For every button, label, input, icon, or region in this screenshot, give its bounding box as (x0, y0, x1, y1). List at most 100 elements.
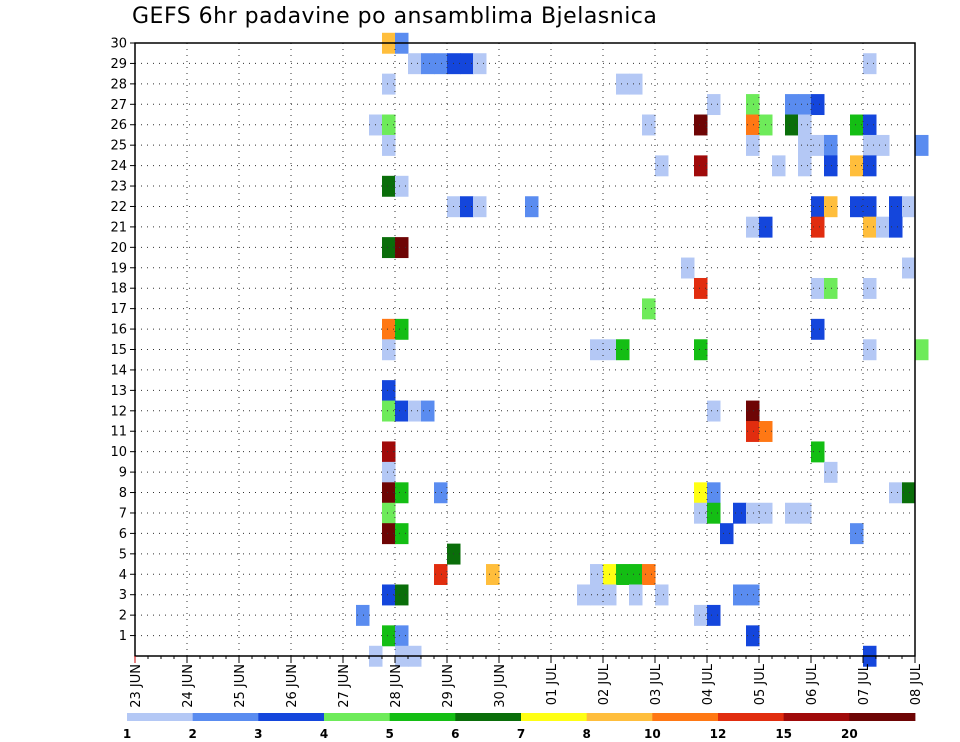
heatmap-cell (629, 584, 643, 606)
heatmap-cell (746, 114, 760, 136)
x-tick-label: 29 JUN (441, 664, 456, 708)
heatmap-cell (733, 502, 747, 524)
heatmap-cell (863, 155, 877, 177)
heatmap-cell (473, 196, 487, 218)
heatmap-cell (746, 502, 760, 524)
heatmap-cell (694, 482, 708, 504)
colorbar-label: 4 (320, 727, 328, 741)
heatmap-cell (824, 134, 838, 156)
heatmap-cell (694, 502, 708, 524)
heatmap-cell (850, 155, 864, 177)
heatmap-cell (824, 155, 838, 177)
x-axis: 23 JUN 24 JUN 25 JUN 26 JUN 27 JUN 28 JUN 29 J… (129, 656, 924, 708)
heatmap-cell (889, 196, 903, 218)
heatmap-cell (382, 584, 396, 606)
colorbar-label: 7 (517, 727, 525, 741)
y-tick-label: 3 (119, 588, 127, 603)
colorbar-swatch (586, 713, 653, 721)
y-tick-label: 2 (119, 609, 127, 624)
x-tick-label: 25 JUN (233, 664, 248, 708)
heatmap-cell (694, 277, 708, 299)
heatmap-cell (876, 216, 890, 238)
y-tick-label: 9 (119, 466, 127, 481)
y-tick-label: 17 (110, 302, 127, 317)
heatmap-cell (460, 53, 474, 75)
heatmap-cell (811, 216, 825, 238)
heatmap-cell (850, 523, 864, 545)
heatmap-cell (902, 482, 916, 504)
y-tick-label: 27 (110, 98, 127, 113)
colorbar-label: 8 (582, 727, 590, 741)
heatmap-cell (811, 277, 825, 299)
colorbar-swatch (127, 713, 194, 721)
heatmap-cell (629, 564, 643, 585)
heatmap-cell (876, 134, 890, 156)
heatmap-cell (473, 53, 487, 75)
colorbar-label: 15 (775, 727, 792, 741)
heatmap-cell (915, 134, 929, 156)
heatmap-cell (382, 73, 396, 95)
colorbar-swatch (455, 713, 522, 721)
x-tick-label: 08 JUL (909, 663, 924, 705)
y-tick-label: 30 (110, 37, 127, 52)
heatmap-cell (460, 196, 474, 218)
x-tick-label: 24 JUN (181, 664, 196, 708)
colorbar-swatch (389, 713, 456, 721)
heatmap-cell (707, 482, 721, 504)
x-tick-label: 02 JUL (597, 663, 612, 705)
colorbar-label: 12 (710, 727, 727, 741)
y-tick-label: 6 (119, 527, 127, 542)
heatmap-cell (850, 196, 864, 218)
heatmap-cell (642, 298, 656, 320)
heatmap-cell (798, 114, 812, 136)
heatmap-cell (382, 380, 396, 402)
y-tick-label: 10 (110, 445, 127, 460)
heatmap-cell (421, 400, 435, 422)
y-tick-label: 7 (119, 506, 127, 521)
heatmap-cell (707, 502, 721, 524)
x-tick-label: 05 JUL (753, 663, 768, 705)
x-tick-label: 28 JUN (389, 664, 404, 708)
heatmap-cell (824, 277, 838, 299)
y-tick-label: 23 (110, 180, 127, 195)
y-tick-label: 15 (110, 343, 127, 358)
y-tick-label: 29 (110, 57, 127, 72)
heatmap-cell (395, 400, 409, 422)
heatmap-cell (694, 114, 708, 136)
heatmap-cell (785, 94, 799, 116)
y-tick-label: 11 (110, 425, 127, 440)
y-tick-label: 26 (110, 118, 127, 133)
heatmap-cell (434, 564, 448, 585)
heatmap-cell (694, 339, 708, 361)
colorbar-label: 1 (123, 727, 131, 741)
heatmap-cell (746, 625, 760, 647)
heatmap-cell (642, 564, 656, 585)
colorbar-swatch (718, 713, 785, 721)
heatmap-cell (798, 155, 812, 177)
heatmap-cell (811, 196, 825, 218)
heatmap-cell (382, 318, 396, 340)
heatmap-cell (382, 237, 396, 259)
heatmap-cell (434, 482, 448, 504)
heatmap-cell (655, 155, 669, 177)
colorbar-swatch (652, 713, 719, 721)
colorbar-label: 3 (254, 727, 262, 741)
heatmap-cell (616, 339, 630, 361)
x-tick-label: 06 JUL (805, 663, 820, 705)
cells-layer (356, 32, 929, 667)
heatmap-cell (707, 604, 721, 626)
heatmap-cell (694, 604, 708, 626)
heatmap-cell (356, 604, 370, 626)
heatmap-cell (382, 461, 396, 483)
heatmap-cell (707, 94, 721, 116)
colorbar: 1 2 3 4 5 6 7 8 10 12 15 20 (123, 713, 916, 741)
heatmap-cell (395, 237, 409, 259)
heatmap-cell (655, 584, 669, 606)
heatmap-cell (395, 584, 409, 606)
heatmap-cell (772, 155, 786, 177)
heatmap-cell (590, 564, 604, 585)
heatmap-cell (486, 564, 500, 585)
y-tick-label: 21 (110, 220, 127, 235)
y-tick-label: 13 (110, 384, 127, 399)
